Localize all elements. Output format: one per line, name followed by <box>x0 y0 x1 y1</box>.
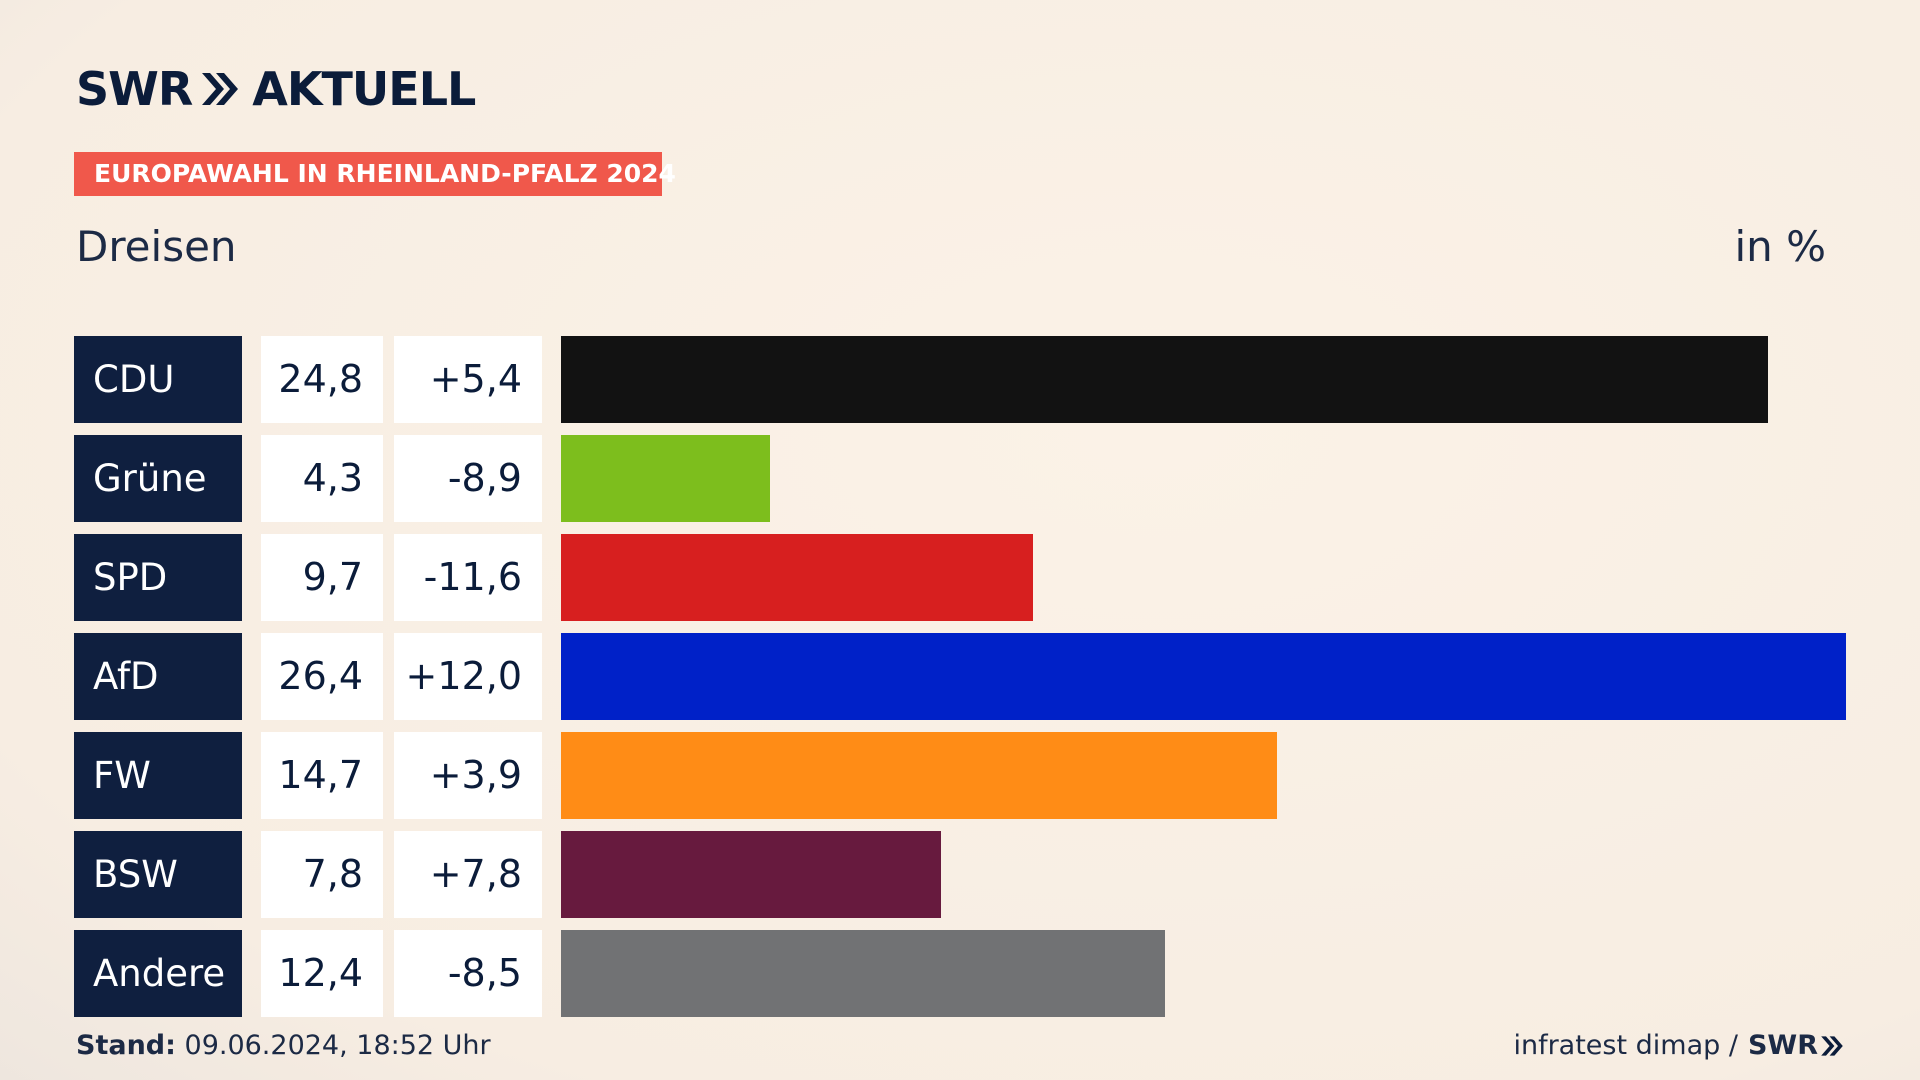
vote-share-value: 9,7 <box>261 534 383 621</box>
source-swr-logo: SWR <box>1748 1030 1844 1061</box>
source-swr-text: SWR <box>1747 1030 1818 1061</box>
vote-change-value: +7,8 <box>394 831 542 918</box>
vote-change-value: -8,5 <box>394 930 542 1017</box>
vote-share-value: 12,4 <box>261 930 383 1017</box>
result-row: Andere 12,4 -8,5 <box>74 930 1846 1017</box>
vote-share-bar <box>561 633 1846 720</box>
vote-share-value: 4,3 <box>261 435 383 522</box>
vote-change-value: +12,0 <box>394 633 542 720</box>
vote-change-value: +3,9 <box>394 732 542 819</box>
vote-change-value: +5,4 <box>394 336 542 423</box>
logo-swr-text: SWR <box>76 62 193 116</box>
double-chevron-icon <box>202 73 239 105</box>
result-row: Grüne 4,3 -8,9 <box>74 435 1846 522</box>
timestamp: Stand: 09.06.2024, 18:52 Uhr <box>76 1030 491 1061</box>
party-label: BSW <box>74 831 242 918</box>
logo-aktuell-text: AKTUELL <box>252 62 476 116</box>
result-row: FW 14,7 +3,9 <box>74 732 1846 819</box>
result-row: CDU 24,8 +5,4 <box>74 336 1846 423</box>
swr-aktuell-logo: SWR AKTUELL <box>76 62 476 116</box>
party-label: Grüne <box>74 435 242 522</box>
result-row: SPD 9,7 -11,6 <box>74 534 1846 621</box>
vote-change-value: -8,9 <box>394 435 542 522</box>
party-label: Andere <box>74 930 242 1017</box>
party-label: CDU <box>74 336 242 423</box>
vote-share-bar <box>561 831 941 918</box>
vote-share-bar <box>561 336 1769 423</box>
double-chevron-small-icon <box>1821 1035 1843 1056</box>
vote-share-value: 14,7 <box>261 732 383 819</box>
party-label: AfD <box>74 633 242 720</box>
vote-change-value: -11,6 <box>394 534 542 621</box>
chart-subtitle: Dreisen <box>76 222 237 271</box>
source-text: infratest dimap / <box>1513 1030 1738 1061</box>
result-row: AfD 26,4 +12,0 <box>74 633 1846 720</box>
timestamp-value: 09.06.2024, 18:52 Uhr <box>184 1030 491 1061</box>
vote-share-bar <box>561 732 1277 819</box>
unit-label: in % <box>1734 222 1826 271</box>
timestamp-label: Stand: <box>76 1030 176 1061</box>
vote-share-value: 26,4 <box>261 633 383 720</box>
party-label: SPD <box>74 534 242 621</box>
party-label: FW <box>74 732 242 819</box>
vote-share-value: 24,8 <box>261 336 383 423</box>
election-badge: EUROPAWAHL IN RHEINLAND-PFALZ 2024 <box>74 152 676 196</box>
vote-share-bar <box>561 435 771 522</box>
vote-share-bar <box>561 534 1034 621</box>
source-credit: infratest dimap / SWR <box>1513 1030 1844 1061</box>
vote-share-value: 7,8 <box>261 831 383 918</box>
result-row: BSW 7,8 +7,8 <box>74 831 1846 918</box>
vote-share-bar <box>561 930 1165 1017</box>
